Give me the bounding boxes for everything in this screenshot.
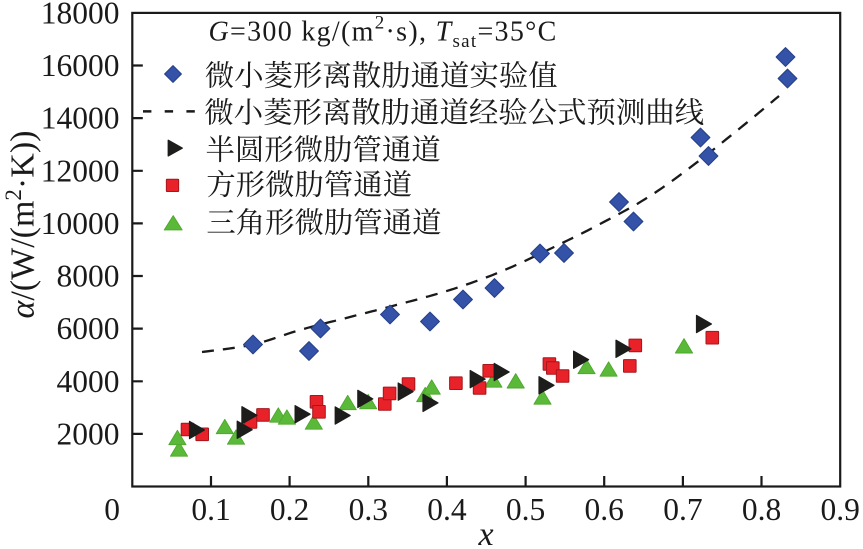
- svg-text:0.2: 0.2: [270, 492, 309, 527]
- svg-text:0.8: 0.8: [742, 492, 781, 527]
- svg-text:14000: 14000: [41, 101, 120, 136]
- svg-text:0.6: 0.6: [585, 492, 624, 527]
- svg-text:0.1: 0.1: [191, 492, 230, 527]
- svg-text:0: 0: [104, 492, 120, 527]
- svg-text:8000: 8000: [57, 259, 120, 294]
- svg-text:6000: 6000: [57, 311, 120, 346]
- svg-text:4000: 4000: [57, 364, 120, 399]
- svg-text:0.3: 0.3: [349, 492, 388, 527]
- svg-text:0.5: 0.5: [506, 492, 545, 527]
- svg-text:12000: 12000: [41, 153, 120, 188]
- svg-text:2000: 2000: [57, 416, 120, 451]
- svg-text:0.9: 0.9: [821, 492, 860, 527]
- svg-text:10000: 10000: [41, 206, 120, 241]
- svg-text:x: x: [477, 516, 493, 549]
- svg-text:α/(W/(m2·K)): α/(W/(m2·K)): [1, 131, 42, 319]
- svg-text:16000: 16000: [41, 48, 120, 83]
- svg-text:18000: 18000: [41, 0, 120, 30]
- svg-text:0.7: 0.7: [663, 492, 702, 527]
- svg-text:0.4: 0.4: [427, 492, 467, 527]
